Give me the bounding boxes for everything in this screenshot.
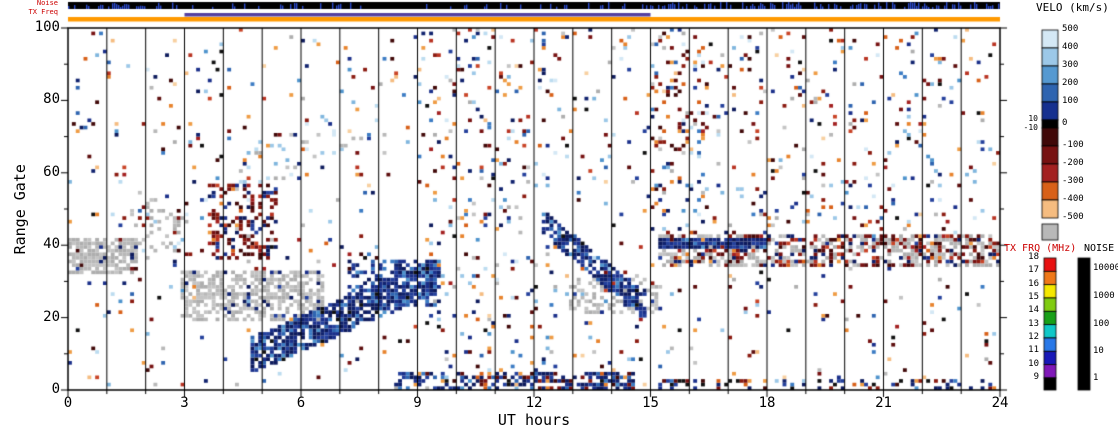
txfreq-strip-label: TX Freq [28,8,58,16]
velo-tick-label: 200 [1062,78,1079,88]
txfrq-colorbar-title: TX FRQ (MHz) [1004,243,1077,254]
velo-tick-label: -200 [1062,158,1084,168]
x-tick-label: 12 [525,395,543,411]
velo-tick-label: -400 [1062,194,1084,204]
y-tick-label: 60 [43,163,60,180]
x-tick-label: 21 [875,395,892,411]
noise-strip-label: Noise [36,0,58,7]
velo-tick-label: 0 [1062,118,1068,128]
x-axis-title: UT hours [497,411,571,429]
x-tick-label: 0 [63,395,73,411]
y-tick-label: 20 [43,308,60,325]
y-tick-label: 100 [34,19,60,35]
tx-tick-label: 15 [1028,291,1039,302]
velo-tick-label: 100 [1062,96,1079,106]
y-tick-label: 0 [51,381,60,397]
tx-tick-label: 12 [1028,331,1039,342]
tx-tick-label: 16 [1028,278,1039,289]
tx-tick-label: 10 [1028,358,1039,369]
tx-tick-label: 9 [1033,371,1039,382]
noise-tick-label: 1 [1093,373,1099,383]
velo-colorbar-title: VELO (km/s) [1036,1,1109,14]
noise-tick-label: 1000 [1093,291,1115,301]
x-tick-label: 3 [180,395,189,411]
y-tick-label: 80 [43,91,60,108]
x-tick-label: 15 [642,395,659,411]
noise-tick-label: 10 [1093,346,1104,356]
x-tick-label: 18 [758,395,776,411]
x-tick-label: 9 [413,395,422,411]
velo-tick-label: 500 [1062,24,1079,34]
velo-tick-label: 300 [1062,60,1079,70]
tx-tick-label: 13 [1028,318,1039,329]
tx-tick-label: 18 [1028,252,1039,262]
tx-tick-label: 17 [1028,265,1039,276]
x-tick-label: 6 [296,395,306,411]
velo-tick-label: 400 [1062,42,1079,52]
x-tick-label: 24 [991,395,1009,411]
noise-tick-label: 100 [1093,319,1110,329]
noise-colorbar-title: NOISE [1084,243,1115,254]
velo-side-tick-label: 10 [1028,114,1038,123]
velo-side-tick-label: -10 [1023,123,1038,132]
noise-tick-label: 10000 [1093,263,1118,273]
y-tick-label: 40 [43,236,60,253]
velo-tick-label: -100 [1062,140,1084,150]
velo-tick-label: -500 [1062,212,1084,222]
tx-tick-label: 11 [1028,345,1039,356]
velo-tick-label: -300 [1062,176,1084,186]
tx-tick-label: 14 [1028,305,1039,316]
